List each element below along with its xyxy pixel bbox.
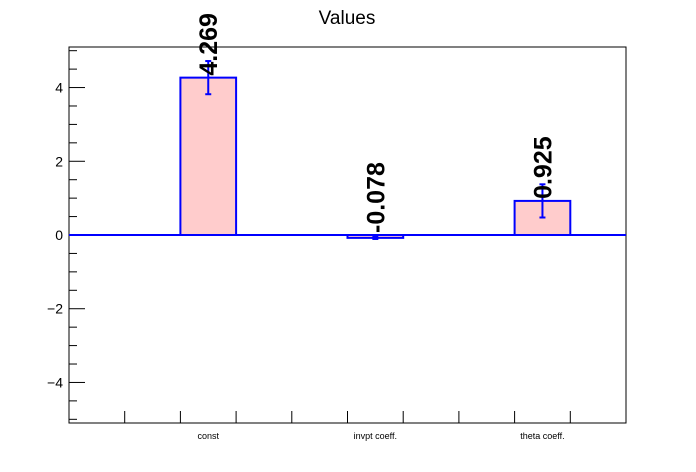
y-tick-label: 0 [55, 227, 63, 243]
bars [69, 60, 626, 240]
data-labels: 4.269 -0.078 0.925 [195, 13, 557, 233]
data-label: 0.925 [529, 136, 557, 199]
x-tick-label: invpt coeff. [354, 431, 397, 441]
y-tick-label: 2 [55, 153, 63, 169]
bar [179, 76, 238, 237]
x-tick-label: theta coeff. [520, 431, 564, 441]
y-axis: −4 −2 0 2 4 [47, 50, 85, 420]
x-axis: const invpt coeff. theta coeff. [124, 411, 571, 441]
y-tick-label: −2 [47, 301, 63, 317]
y-tick-label: 4 [55, 80, 63, 96]
x-tick-label: const [197, 431, 219, 441]
data-label: -0.078 [362, 162, 390, 233]
data-label: 4.269 [195, 13, 223, 76]
chart-title: Values [319, 8, 376, 29]
y-tick-label: −4 [47, 374, 63, 390]
